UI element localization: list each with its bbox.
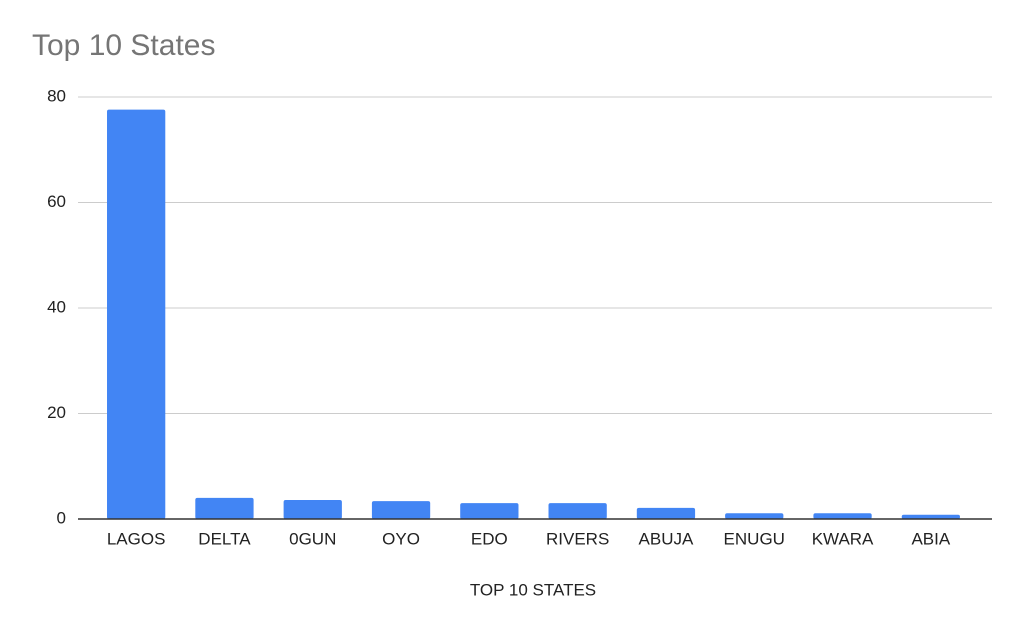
x-tick-label: KWARA <box>812 529 874 548</box>
bar <box>460 503 519 519</box>
bar <box>371 501 431 519</box>
x-tick-label: LAGOS <box>107 529 166 548</box>
x-tick-label: DELTA <box>198 529 251 548</box>
bar <box>725 513 784 519</box>
x-tick-label: ABIA <box>911 529 950 548</box>
y-tick-label: 0 <box>57 508 66 527</box>
x-tick-label: EDO <box>471 529 508 548</box>
x-tick-label: ENUGU <box>724 529 785 548</box>
x-tick-label: RIVERS <box>546 529 609 548</box>
y-tick-label: 80 <box>47 86 66 105</box>
bar <box>636 507 696 519</box>
y-tick-label: 40 <box>47 297 66 316</box>
bar <box>195 497 254 519</box>
x-tick-label: OYO <box>382 529 420 548</box>
bar <box>548 503 607 519</box>
bar <box>283 500 342 519</box>
x-tick-label: ABUJA <box>639 529 694 548</box>
bar <box>813 513 872 519</box>
x-axis-label: TOP 10 STATES <box>470 580 596 599</box>
x-tick-label: 0GUN <box>289 529 336 548</box>
bar <box>107 109 166 519</box>
y-tick-label: 60 <box>47 192 66 211</box>
y-tick-label: 20 <box>47 403 66 422</box>
chart-title: Top 10 States <box>32 29 215 62</box>
bar <box>901 514 960 519</box>
